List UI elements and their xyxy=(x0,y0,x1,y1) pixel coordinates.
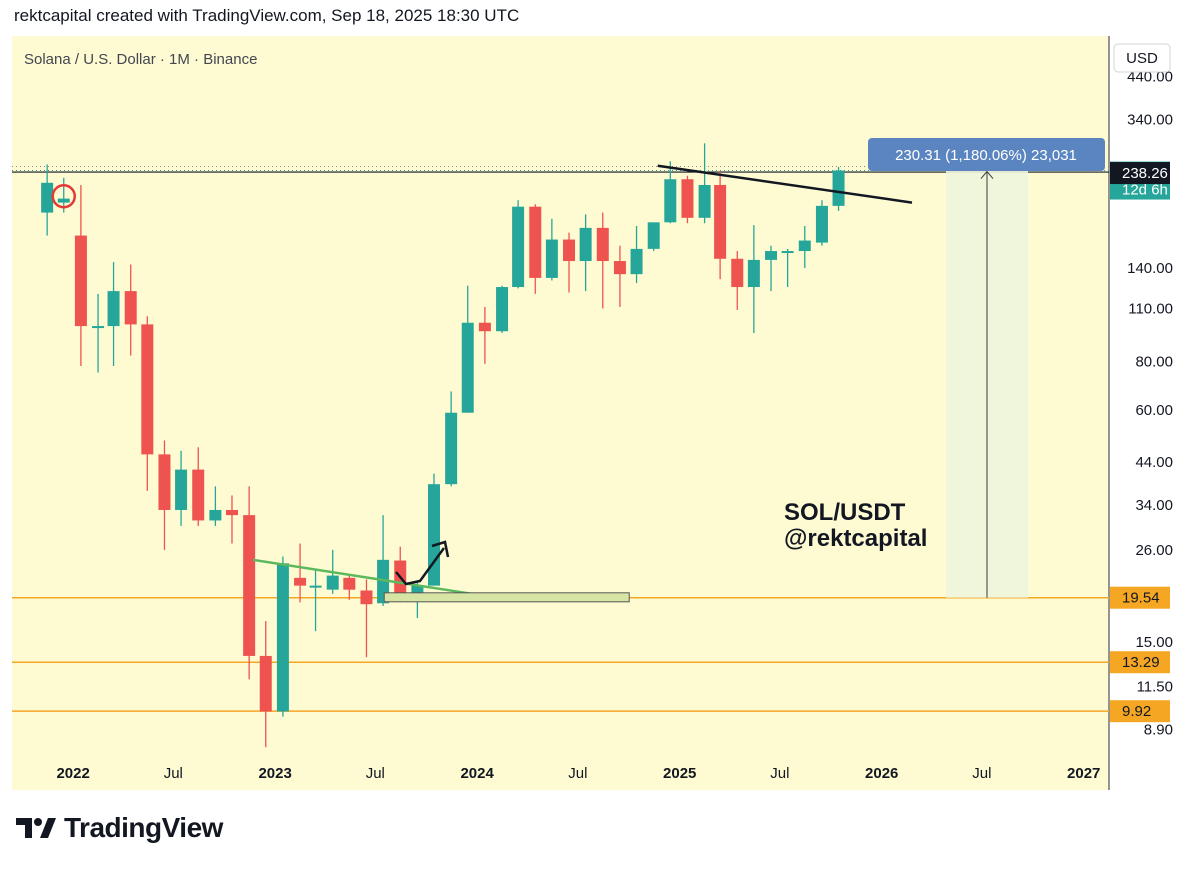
candle-body xyxy=(445,412,458,485)
candle-body xyxy=(360,590,373,605)
candle-body xyxy=(461,322,474,413)
price-tick-label: 8.90 xyxy=(1144,721,1173,738)
candle-body xyxy=(209,509,222,521)
candle-body xyxy=(192,469,205,521)
candle-body xyxy=(545,239,558,278)
candle-body xyxy=(798,240,811,252)
candle-body xyxy=(698,184,711,218)
candle-body xyxy=(563,239,576,262)
measure-arrow-head xyxy=(980,170,994,179)
level-badge xyxy=(1110,700,1170,723)
candle-body xyxy=(74,235,87,327)
candle-body xyxy=(496,287,509,332)
candle-body xyxy=(613,261,626,275)
candle-body xyxy=(630,248,643,275)
candle-body xyxy=(175,469,188,510)
candle-body xyxy=(141,324,154,455)
time-tick-label: Jul xyxy=(770,765,789,782)
price-tick-label: 11.50 xyxy=(1137,678,1173,695)
candle-body xyxy=(394,560,407,600)
candle-body xyxy=(427,484,440,586)
candle-body xyxy=(243,515,256,656)
candle-body xyxy=(815,205,828,243)
level-badge-value: 13.29 xyxy=(1122,654,1160,671)
tradingview-wordmark: TradingView xyxy=(64,812,223,843)
price-tick-label: 110.00 xyxy=(1128,300,1173,317)
candle-body xyxy=(309,585,322,588)
candle-body xyxy=(92,326,105,329)
candle-body xyxy=(747,259,760,288)
time-axis-background xyxy=(12,758,1109,790)
candle-body xyxy=(478,322,491,332)
candle-body xyxy=(225,509,238,516)
price-tick-label: 440.00 xyxy=(1127,68,1173,85)
measure-label: 230.31 (1,180.06%) 23,031 xyxy=(895,147,1077,164)
breakout-arrow-head xyxy=(431,540,450,558)
candle-body xyxy=(158,454,171,510)
accumulation-box xyxy=(383,592,630,603)
candle-body xyxy=(124,291,137,325)
price-tick-label: 140.00 xyxy=(1127,260,1173,277)
time-tick-label: 2025 xyxy=(663,765,696,782)
currency-box[interactable] xyxy=(1113,43,1171,73)
time-tick-label: Jul xyxy=(972,765,991,782)
candle-body xyxy=(714,184,727,259)
candle-body xyxy=(579,227,592,262)
candle-body xyxy=(41,182,54,213)
candle-body xyxy=(647,222,660,249)
candle-body xyxy=(832,170,845,206)
tradingview-logo-icon xyxy=(16,818,56,838)
candle-body xyxy=(259,655,272,712)
time-tick-label: 2022 xyxy=(56,765,89,782)
highlight-circle xyxy=(51,184,76,209)
candle-body xyxy=(664,179,677,223)
annotation-author: @rektcapital xyxy=(784,525,927,552)
candle-body xyxy=(294,577,307,586)
price-tick-label: 340.00 xyxy=(1127,112,1173,129)
time-tick-label: 2026 xyxy=(865,765,898,782)
candle-body xyxy=(765,251,778,260)
level-badge-value: 19.54 xyxy=(1122,590,1160,607)
time-tick-label: 2023 xyxy=(258,765,291,782)
time-tick-label: 2027 xyxy=(1067,765,1100,782)
time-tick-label: Jul xyxy=(568,765,587,782)
annotation-pair: SOL/USDT xyxy=(784,499,906,526)
countdown-value: 12d 6h xyxy=(1122,182,1168,199)
price-tick-label: 26.00 xyxy=(1135,542,1173,559)
level-price-value: 238.26 xyxy=(1122,165,1168,182)
candle-body xyxy=(529,206,542,278)
candle-body xyxy=(781,251,794,254)
time-tick-label: Jul xyxy=(164,765,183,782)
price-tick-label: 15.00 xyxy=(1135,634,1173,651)
candle-body xyxy=(731,258,744,288)
candle-body xyxy=(276,563,289,712)
level-price-badge xyxy=(1110,162,1170,185)
candle-body xyxy=(512,206,525,288)
level-badge xyxy=(1110,651,1170,674)
candle-body xyxy=(326,575,339,590)
tradingview-footer: TradingView xyxy=(16,812,223,844)
header-caption: rektcapital created with TradingView.com… xyxy=(14,6,520,25)
price-tick-label: 80.00 xyxy=(1135,354,1173,371)
candle-body xyxy=(343,577,356,590)
black-resistance-line xyxy=(657,164,913,204)
candle-body xyxy=(107,291,120,327)
time-tick-label: 2024 xyxy=(460,765,494,782)
price-tick-label: 60.00 xyxy=(1135,402,1173,419)
green-downtrend-line xyxy=(252,558,472,596)
currency-label: USD xyxy=(1126,50,1158,67)
price-tick-label: 44.00 xyxy=(1135,454,1173,471)
candle-body xyxy=(596,227,609,262)
price-tick-label: 34.00 xyxy=(1135,497,1173,514)
level-badge-value: 9.92 xyxy=(1122,703,1151,720)
candle-body xyxy=(681,179,694,218)
level-badge xyxy=(1110,586,1170,609)
breakout-arrow-path xyxy=(395,547,446,586)
chart-title: Solana / U.S. Dollar · 1M · Binance xyxy=(24,51,257,68)
time-tick-label: Jul xyxy=(366,765,385,782)
measure-label-box xyxy=(868,138,1105,171)
candle-body xyxy=(57,198,70,203)
